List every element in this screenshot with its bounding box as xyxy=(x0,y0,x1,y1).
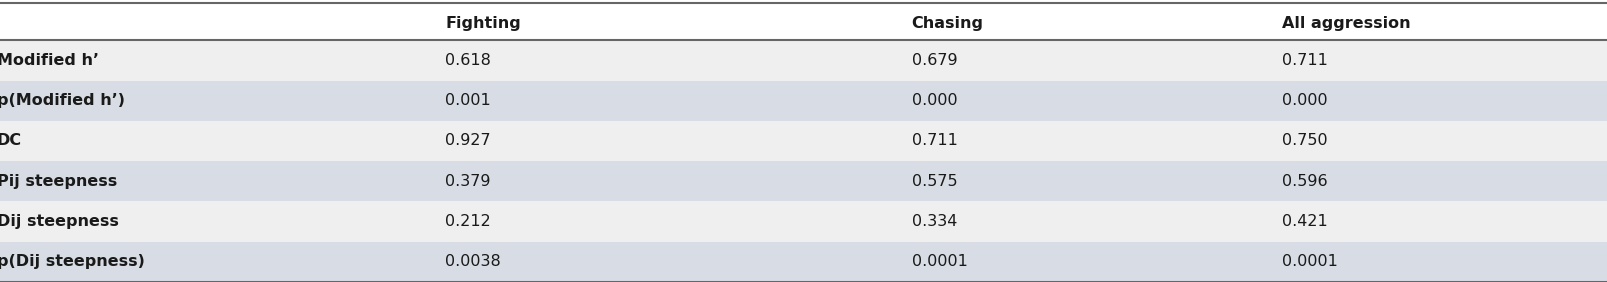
Text: 0.750: 0.750 xyxy=(1281,133,1326,149)
Text: Dij steepness: Dij steepness xyxy=(0,214,119,229)
Text: DC: DC xyxy=(0,133,22,149)
Text: p(Modified h’): p(Modified h’) xyxy=(0,93,125,108)
Text: 0.001: 0.001 xyxy=(445,93,490,108)
Text: 0.0038: 0.0038 xyxy=(445,254,501,269)
Text: Modified h’: Modified h’ xyxy=(0,53,98,68)
Text: 0.421: 0.421 xyxy=(1281,214,1326,229)
Text: 0.679: 0.679 xyxy=(911,53,956,68)
Text: 0.000: 0.000 xyxy=(911,93,956,108)
Text: 0.596: 0.596 xyxy=(1281,174,1326,189)
Text: 0.711: 0.711 xyxy=(911,133,958,149)
Bar xyxy=(0,0,1607,40)
Text: 0.927: 0.927 xyxy=(445,133,490,149)
Text: 0.0001: 0.0001 xyxy=(911,254,967,269)
Bar xyxy=(0,40,1607,81)
Text: Chasing: Chasing xyxy=(911,16,983,31)
Text: 0.618: 0.618 xyxy=(445,53,492,68)
Bar xyxy=(0,201,1607,242)
Bar xyxy=(0,81,1607,121)
Text: 0.212: 0.212 xyxy=(445,214,490,229)
Text: 0.334: 0.334 xyxy=(911,214,956,229)
Text: p(Dij steepness): p(Dij steepness) xyxy=(0,254,145,269)
Text: 0.575: 0.575 xyxy=(911,174,956,189)
Text: 0.379: 0.379 xyxy=(445,174,490,189)
Text: Pij steepness: Pij steepness xyxy=(0,174,117,189)
Bar xyxy=(0,242,1607,282)
Text: 0.711: 0.711 xyxy=(1281,53,1327,68)
Bar xyxy=(0,121,1607,161)
Text: All aggression: All aggression xyxy=(1281,16,1409,31)
Text: 0.0001: 0.0001 xyxy=(1281,254,1337,269)
Bar xyxy=(0,161,1607,201)
Text: 0.000: 0.000 xyxy=(1281,93,1326,108)
Text: Fighting: Fighting xyxy=(445,16,521,31)
